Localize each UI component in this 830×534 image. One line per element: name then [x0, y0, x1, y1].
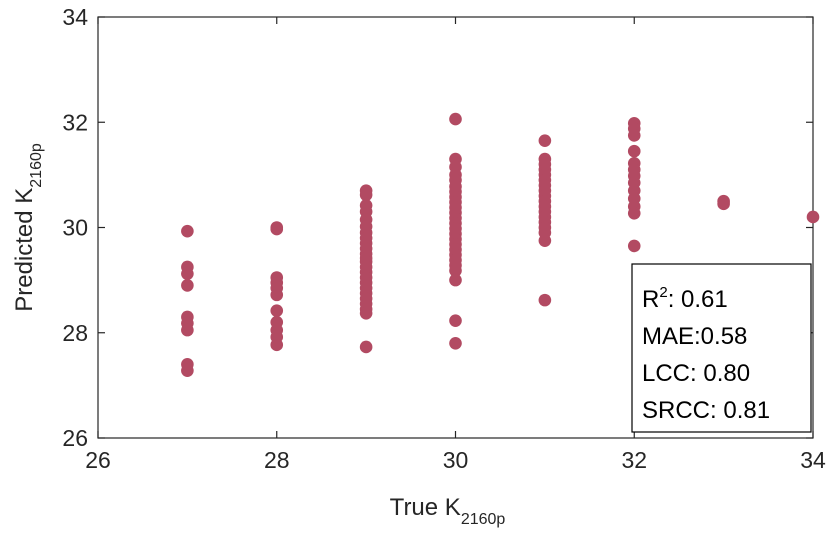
- data-point: [538, 293, 552, 307]
- x-axis-label-subscript: 2160p: [461, 511, 506, 528]
- data-point: [181, 323, 194, 337]
- data-point: [359, 306, 373, 320]
- stat-r2-superscript: 2: [659, 284, 667, 301]
- data-point: [270, 304, 284, 317]
- x-tick-label: 32: [621, 447, 647, 473]
- data-point: [270, 288, 284, 302]
- y-tick-label: 34: [62, 4, 88, 30]
- x-tick-label: 28: [264, 447, 290, 473]
- data-point: [359, 340, 373, 354]
- data-point: [717, 197, 730, 211]
- data-point: [449, 314, 462, 327]
- data-point: [359, 188, 373, 202]
- x-tick-label: 34: [800, 447, 826, 473]
- y-tick-label: 32: [62, 109, 88, 135]
- y-axis-label: Predicted K2160p: [11, 143, 45, 312]
- tick-group: 26 28 30 32 34 26 28 30 32 34: [62, 4, 826, 473]
- y-tick-label: 30: [62, 215, 88, 241]
- stat-srcc: SRCC: 0.81: [642, 397, 770, 424]
- y-tick-label: 28: [62, 320, 88, 346]
- x-tick-label: 26: [85, 447, 111, 473]
- data-point: [449, 336, 462, 350]
- x-tick-label: 30: [443, 447, 469, 473]
- data-point: [627, 144, 641, 158]
- data-point: [806, 210, 820, 224]
- data-point: [538, 134, 552, 147]
- y-tick-label: 26: [62, 425, 88, 451]
- data-point: [449, 112, 462, 126]
- y-axis-label-subscript: 2160p: [28, 143, 45, 188]
- stats-box-frame: [631, 263, 812, 433]
- data-points: [181, 112, 820, 377]
- stat-r2-prefix: R: [642, 286, 659, 313]
- x-axis-label: True K2160p: [390, 494, 506, 528]
- data-point: [627, 206, 641, 220]
- data-point: [270, 338, 284, 352]
- data-point: [181, 364, 194, 377]
- data-point: [181, 224, 194, 238]
- x-axis-label-main: True K: [390, 494, 461, 521]
- stat-r2-value: : 0.61: [668, 286, 728, 313]
- data-point: [538, 234, 552, 247]
- y-axis-label-main: Predicted K: [11, 188, 38, 312]
- data-point: [181, 279, 194, 292]
- data-point: [181, 267, 194, 281]
- stat-mae: MAE:0.58: [642, 323, 747, 350]
- data-point: [627, 129, 641, 142]
- stats-legend-box: R2: 0.61 MAE:0.58 LCC: 0.80 SRCC: 0.81: [631, 263, 812, 433]
- data-point: [627, 239, 641, 253]
- data-point: [449, 264, 462, 277]
- stat-r2: R2: 0.61: [642, 284, 728, 313]
- stat-lcc: LCC: 0.80: [642, 360, 750, 387]
- data-point: [449, 273, 462, 287]
- data-point: [270, 222, 284, 236]
